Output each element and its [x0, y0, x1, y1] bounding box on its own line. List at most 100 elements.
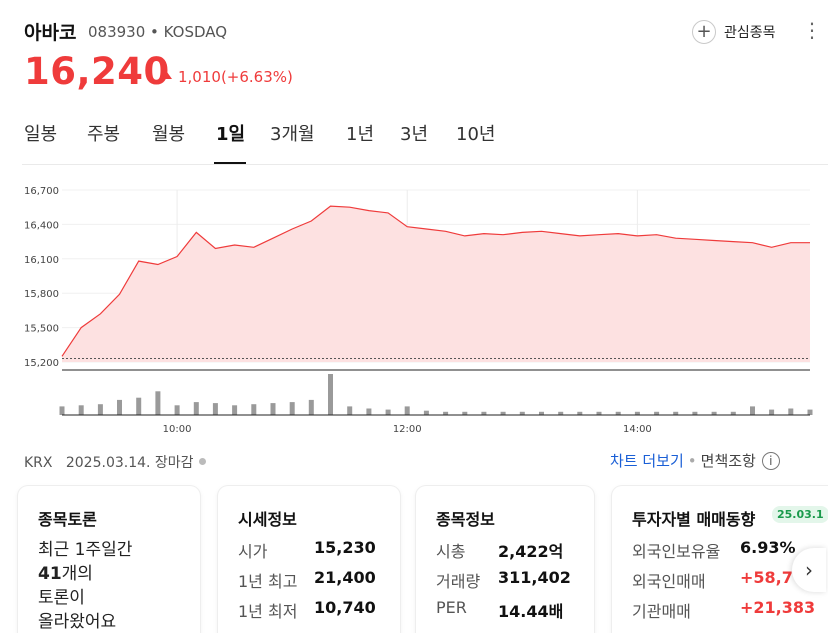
tab-3year[interactable]: 3년	[400, 124, 429, 145]
volume-bar	[117, 399, 122, 415]
chart-more-link[interactable]: 차트 더보기	[610, 452, 684, 470]
info-row: 거래량 311,402	[436, 568, 571, 592]
active-tab-indicator	[214, 162, 246, 164]
volume-bar	[59, 406, 65, 415]
volume-bar	[730, 411, 736, 415]
volume-bar	[539, 411, 544, 415]
plus-icon: +	[692, 20, 716, 44]
quote-value: 15,230	[314, 538, 376, 557]
stock-code-market: 083930 • KOSDAQ	[88, 23, 228, 41]
volume-bar	[289, 402, 295, 415]
tab-monthly[interactable]: 월봉	[152, 124, 186, 145]
tab-3month[interactable]: 3개월	[270, 124, 315, 145]
quote-key: 시가	[238, 542, 268, 561]
info-value: 14.44배	[498, 602, 564, 621]
volume-bar	[634, 411, 640, 415]
volume-bar	[596, 411, 602, 415]
tab-10year[interactable]: 10년	[456, 124, 496, 145]
volume-bar	[711, 411, 717, 415]
market-status: KRX 2025.03.14. 장마감	[24, 452, 206, 472]
info-key: PER	[436, 598, 467, 617]
price-change-value: 1,010(+6.63%)	[178, 68, 293, 86]
investor-value: 6.93%	[740, 538, 796, 557]
volume-bar	[78, 405, 84, 415]
investor-trend-card[interactable]: 투자자별 매매동향 25.03.1 외국인보유율 6.93% 외국인매매 +58,7…	[612, 486, 828, 633]
x-tick-label: 10:00	[163, 424, 192, 435]
y-tick-label: 16,700	[24, 186, 59, 197]
tab-1year[interactable]: 1년	[346, 124, 375, 145]
discussion-summary: 최근 1주일간 41개의 토론이 올라왔어요	[38, 538, 132, 633]
disclaimer-link[interactable]: 면책조항	[700, 452, 756, 470]
volume-bar	[615, 411, 621, 415]
volume-bar	[462, 411, 468, 415]
discussion-card[interactable]: 종목토론 최근 1주일간 41개의 토론이 올라왔어요	[18, 486, 200, 633]
investor-key: 기관매매	[632, 602, 691, 621]
chevron-right-icon[interactable]: ›	[792, 548, 826, 592]
stock-name: 아바코	[24, 22, 77, 44]
volume-bar	[366, 408, 372, 415]
discussion-line: 올라왔어요	[38, 612, 117, 632]
volume-bar	[423, 410, 429, 415]
volume-bar	[577, 411, 583, 415]
volume-bar	[251, 404, 257, 415]
tab-daily[interactable]: 일봉	[24, 124, 58, 145]
info-icon[interactable]: i	[761, 452, 780, 470]
y-tick-label: 16,100	[24, 255, 59, 266]
volume-bar	[270, 403, 276, 415]
investor-row: 외국인매매 +58,7	[632, 568, 793, 592]
volume-bar	[654, 411, 660, 415]
investor-key: 외국인보유율	[632, 542, 721, 561]
investor-row: 외국인보유율 6.93%	[632, 538, 796, 562]
stock-info-card[interactable]: 종목정보 시총 2,422억 거래량 311,402 PER 14.44배	[416, 486, 594, 633]
tab-weekly[interactable]: 주봉	[87, 124, 121, 145]
volume-bar	[673, 411, 679, 415]
tab-1day[interactable]: 1일	[216, 124, 246, 145]
discussion-count: 41	[38, 564, 62, 584]
volume-bar	[193, 402, 199, 415]
y-tick-label: 15,800	[24, 289, 59, 300]
volume-bar	[212, 403, 218, 415]
card-title: 시세정보	[238, 510, 297, 529]
link-separator: •	[687, 452, 697, 470]
volume-bar	[519, 411, 525, 415]
volume-bar	[97, 404, 103, 415]
info-row: PER 14.44배	[436, 598, 563, 621]
volume-bar	[155, 391, 161, 415]
stock-header: 아바코 083930 • KOSDAQ + 관심종목 ⋮	[24, 18, 828, 48]
volume-bar	[692, 411, 698, 415]
x-tick-label: 14:00	[623, 424, 652, 435]
up-triangle-icon	[162, 72, 172, 79]
quote-row: 1년 최저 10,740	[238, 598, 376, 622]
y-tick-label: 15,500	[24, 324, 59, 335]
info-value: 311,402	[498, 568, 571, 587]
watchlist-button[interactable]: + 관심종목	[692, 20, 776, 44]
volume-bar	[769, 409, 775, 415]
price-line	[61, 205, 810, 357]
quote-value: 21,400	[314, 568, 376, 587]
exchange-label: KRX	[24, 455, 53, 471]
quote-key: 1년 최저	[238, 602, 298, 621]
kebab-menu-icon[interactable]: ⋮	[802, 18, 822, 42]
volume-bar	[558, 411, 564, 415]
y-tick-label: 15,200	[24, 358, 59, 369]
volume-bar	[136, 397, 142, 415]
card-title: 종목토론	[38, 510, 97, 529]
quote-row: 1년 최고 21,400	[238, 568, 376, 592]
info-value: 2,422억	[498, 542, 564, 561]
watchlist-label: 관심종목	[724, 25, 776, 41]
quote-card[interactable]: 시세정보 시가 15,230 1년 최고 21,400 1년 최저 10,740	[218, 486, 400, 633]
volume-bar	[404, 406, 410, 415]
chart-links: 차트 더보기 • 면책조항 i	[610, 450, 780, 471]
info-row: 시총 2,422억	[436, 538, 563, 562]
card-title: 종목정보	[436, 510, 495, 529]
current-price: 16,240	[24, 50, 170, 93]
intraday-chart[interactable]: 16,700 16,400 16,100 15,800 15,500 15,200 10:0…	[0, 172, 828, 440]
volume-bar	[481, 411, 487, 415]
investor-row: 기관매매 +21,383	[632, 598, 815, 622]
price-change: 1,010(+6.63%)	[162, 68, 293, 86]
date-badge: 25.03.1	[772, 506, 828, 523]
volume-bar	[347, 406, 353, 415]
quote-value: 10,740	[314, 598, 376, 617]
info-key: 시총	[436, 542, 466, 561]
info-key: 거래량	[436, 572, 481, 591]
